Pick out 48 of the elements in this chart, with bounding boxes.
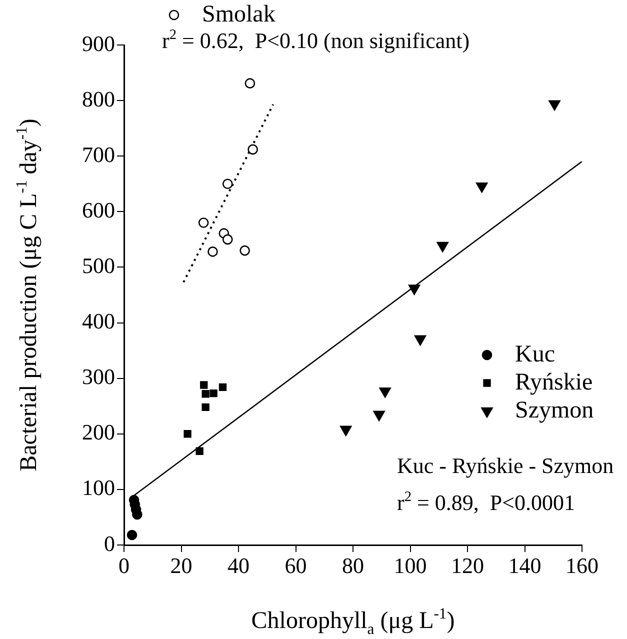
x-tick-label: 140 <box>508 552 542 578</box>
point <box>414 335 426 346</box>
y-tick-label: 900 <box>82 30 115 56</box>
y-tick-label: 400 <box>82 308 115 334</box>
x-tick-label: 60 <box>284 552 307 578</box>
y-tick-label: 500 <box>82 253 115 278</box>
point <box>184 430 192 438</box>
point <box>340 426 352 436</box>
point <box>200 381 208 389</box>
legend-label: Smolak <box>202 1 276 28</box>
y-tick-label: 700 <box>82 142 115 167</box>
legend-label: Ryńskie <box>515 369 593 396</box>
y-tick-label: 800 <box>82 86 115 112</box>
x-tick-label: 160 <box>566 552 598 578</box>
point <box>248 144 258 155</box>
legend-label: Kuc <box>515 341 555 368</box>
x-tick-label: 80 <box>342 552 364 578</box>
y-tick-label: 0 <box>104 530 115 556</box>
point <box>436 242 448 252</box>
x-tick-label: 120 <box>451 552 484 578</box>
point <box>373 410 385 422</box>
x-tick-label: 40 <box>228 552 250 578</box>
point <box>222 234 233 245</box>
point <box>208 246 218 257</box>
annotation: Kuc - Ryńskie - Szymon <box>397 453 614 478</box>
point <box>218 383 227 392</box>
y-tick-label: 600 <box>82 197 115 222</box>
point <box>408 284 420 295</box>
point <box>476 182 488 193</box>
point <box>202 390 210 398</box>
point <box>126 530 138 540</box>
y-tick-label: 100 <box>82 475 115 500</box>
point <box>244 78 256 88</box>
point <box>132 509 142 520</box>
point <box>198 218 209 228</box>
y-tick-label: 200 <box>82 420 115 445</box>
x-tick-label: 100 <box>394 552 427 578</box>
point <box>240 245 250 256</box>
point <box>548 100 560 111</box>
legend-label: Szymon <box>515 397 594 424</box>
x-tick-label: 20 <box>170 552 192 578</box>
y-tick-label: 300 <box>82 364 115 390</box>
y-axis-title: Bacterial production (μg C L-1 day-1) <box>13 118 42 472</box>
point <box>379 387 391 398</box>
point <box>202 403 210 412</box>
point <box>210 390 218 398</box>
point <box>222 178 233 190</box>
point <box>196 447 204 455</box>
